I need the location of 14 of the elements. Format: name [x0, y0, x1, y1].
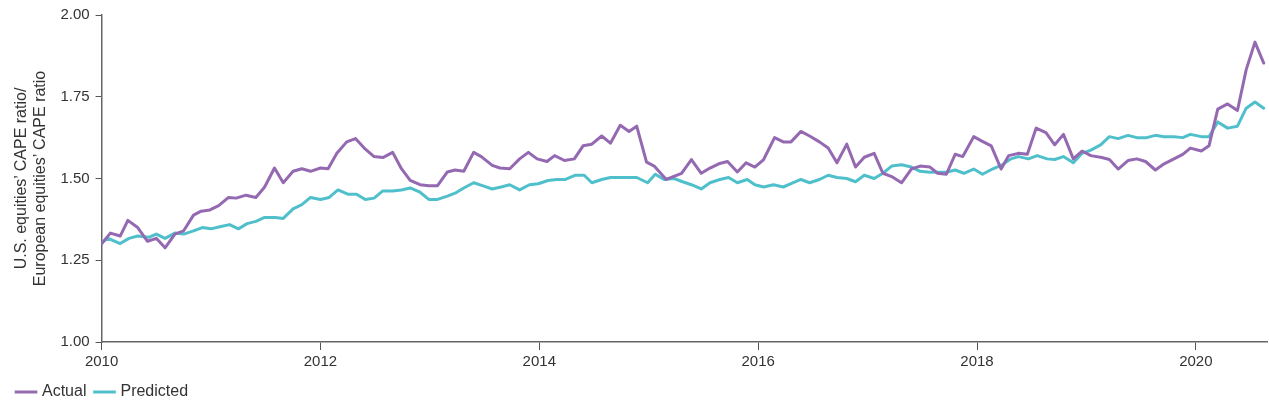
x-tick-label: 2020 — [1179, 352, 1213, 370]
x-tick-label: 2012 — [303, 352, 338, 370]
legend-label: Predicted — [120, 382, 189, 400]
x-tick-label: 2016 — [741, 352, 775, 370]
y-axis-title: U.S. equities’ CAPE ratio/ European equities’ CAPE ratio — [12, 70, 49, 287]
y-tick-label: 1.75 — [60, 86, 90, 104]
legend-label: Actual — [42, 382, 87, 400]
y-tick-label: 1.00 — [60, 332, 90, 350]
x-tick-label: 2018 — [960, 352, 994, 370]
x-tick-label: 2014 — [522, 352, 556, 370]
x-tick-label: 2010 — [84, 352, 119, 370]
y-tick-label: 2.00 — [60, 5, 90, 23]
y-tick-label: 1.25 — [60, 250, 90, 268]
y-tick-label: 1.50 — [60, 168, 90, 186]
